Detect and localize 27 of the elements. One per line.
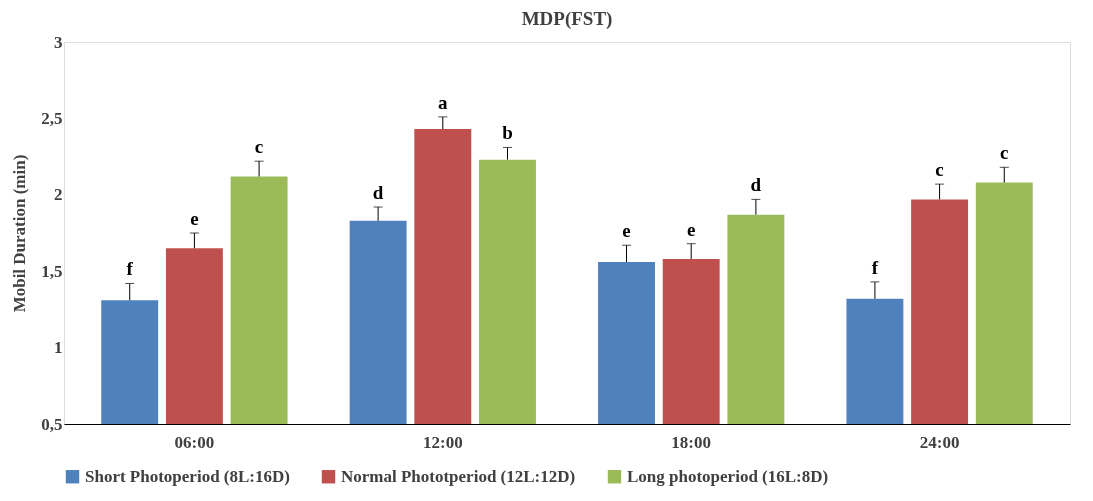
data-label: c [935, 159, 944, 181]
y-axis-title: Mobil Duration (min) [10, 154, 30, 313]
y-tick-label: 2 [54, 185, 63, 205]
data-label: c [1000, 142, 1009, 164]
y-tick-label: 1,5 [41, 261, 63, 281]
legend-label: Short Photoperiod (8L:16D) [85, 466, 290, 486]
y-tick-label: 0,5 [41, 414, 63, 434]
chart-title: MDP(FST) [521, 8, 613, 30]
x-tick-label: 18:00 [671, 432, 712, 452]
data-label: f [871, 256, 879, 278]
y-tick-label: 1 [54, 338, 63, 358]
data-label: c [254, 136, 264, 158]
data-label: f [126, 258, 134, 280]
legend-label: Normal Phototperiod (12L:12D) [341, 466, 576, 486]
x-tick-label: 12:00 [422, 432, 463, 452]
data-label: b [502, 122, 513, 144]
data-label: e [190, 208, 199, 229]
legend-label: Long photoperiod (16L:8D) [627, 466, 829, 486]
y-tick-label: 2,5 [41, 108, 63, 128]
data-label: e [686, 218, 696, 240]
data-label: a [438, 91, 449, 113]
data-label: d [372, 182, 384, 204]
x-tick-label: 06:00 [174, 432, 215, 452]
data-label: e [622, 220, 631, 242]
data-label: d [750, 174, 762, 196]
x-tick-label: 24:00 [919, 432, 960, 452]
y-tick-label: 3 [54, 32, 63, 52]
